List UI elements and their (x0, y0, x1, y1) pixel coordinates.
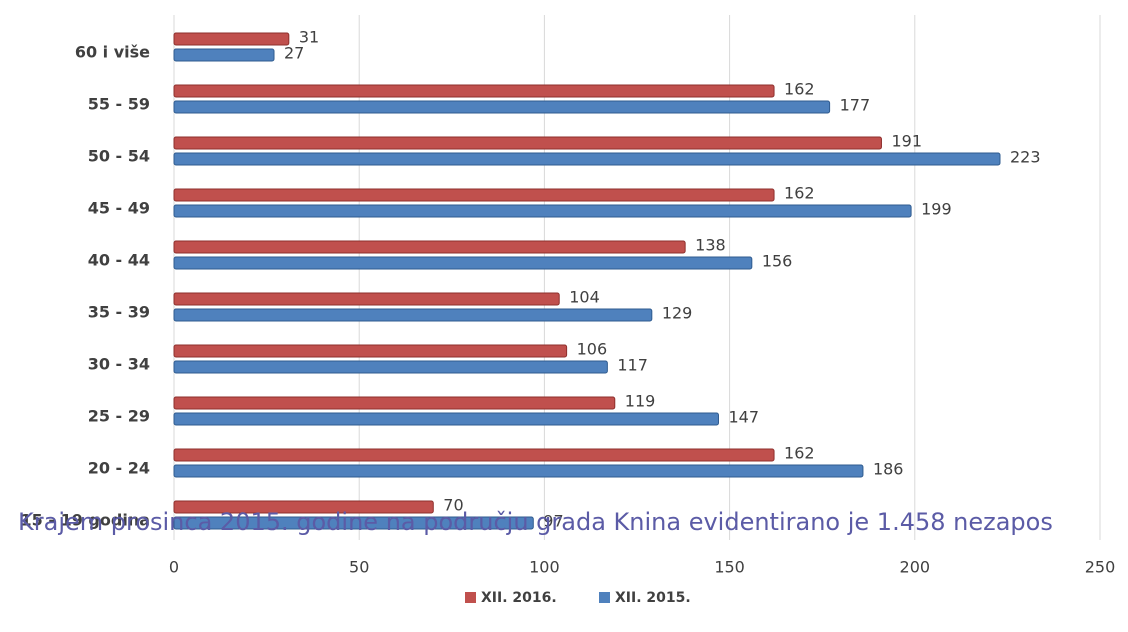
data-label: 162 (784, 80, 815, 99)
bar (173, 100, 831, 114)
data-label: 104 (569, 288, 600, 307)
y-tick-label: 60 i više (75, 43, 150, 62)
data-label: 106 (577, 340, 608, 359)
data-label: 156 (762, 252, 793, 271)
x-tick-label: 250 (1085, 558, 1116, 577)
bar (173, 412, 719, 426)
legend-label: XII. 2015. (615, 590, 691, 606)
annotation: Krajem prosinca 2015. godine na području… (18, 508, 1053, 536)
bar (173, 396, 616, 410)
data-label: 199 (921, 200, 952, 219)
data-label: 191 (891, 132, 922, 151)
data-label: 31 (299, 28, 319, 47)
y-tick-label: 15 - 19 godina (21, 511, 150, 530)
legend-swatch (465, 592, 476, 603)
bar (173, 516, 534, 530)
bar (173, 292, 560, 306)
bar (173, 136, 882, 150)
bar (173, 448, 775, 462)
bar (173, 32, 290, 46)
bar (173, 204, 912, 218)
data-label: 97 (543, 512, 563, 531)
bar (173, 464, 864, 478)
data-label: 70 (443, 496, 463, 515)
bar (173, 360, 608, 374)
data-label: 129 (662, 304, 693, 323)
bar (173, 188, 775, 202)
bar (173, 308, 653, 322)
y-tick-label: 45 - 49 (88, 199, 150, 218)
y-tick-label: 25 - 29 (88, 407, 150, 426)
y-tick-label: 40 - 44 (88, 251, 150, 270)
data-label: 117 (617, 356, 648, 375)
data-label: 27 (284, 44, 304, 63)
x-tick-label: 100 (529, 558, 560, 577)
data-label: 119 (625, 392, 656, 411)
bar (173, 240, 686, 254)
data-label: 186 (873, 460, 904, 479)
x-tick-label: 150 (714, 558, 745, 577)
x-tick-label: 50 (349, 558, 369, 577)
data-label: 162 (784, 444, 815, 463)
bar (173, 152, 1001, 166)
x-tick-label: 200 (900, 558, 931, 577)
y-tick-label: 50 - 54 (88, 147, 150, 166)
bar (173, 256, 753, 270)
y-tick-label: 55 - 59 (88, 95, 150, 114)
x-tick-label: 0 (169, 558, 179, 577)
bar (173, 48, 275, 62)
y-tick-label: 35 - 39 (88, 303, 150, 322)
data-label: 147 (728, 408, 759, 427)
bar (173, 500, 434, 514)
y-tick-label: 20 - 24 (88, 459, 150, 478)
y-tick-label: 30 - 34 (88, 355, 150, 374)
legend-label: XII. 2016. (481, 590, 557, 606)
bar (173, 344, 568, 358)
bar (173, 84, 775, 98)
data-label: 223 (1010, 148, 1041, 167)
data-label: 162 (784, 184, 815, 203)
data-label: 138 (695, 236, 726, 255)
data-label: 177 (840, 96, 871, 115)
legend-swatch (599, 592, 610, 603)
